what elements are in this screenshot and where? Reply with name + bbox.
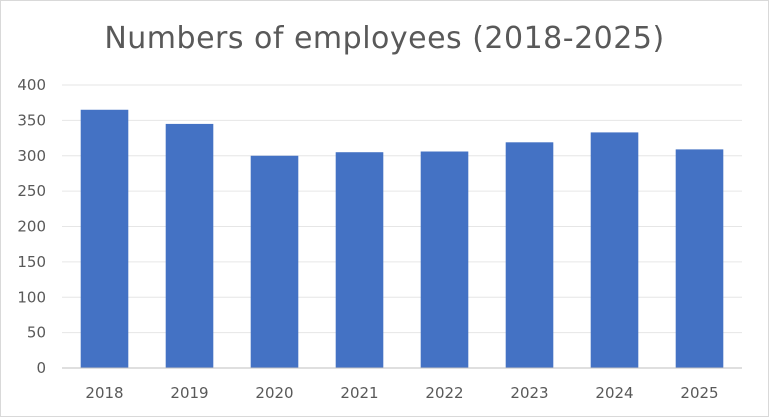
bar-2022	[420, 151, 469, 368]
y-tick-label: 250	[17, 182, 46, 200]
y-tick-label: 0	[36, 359, 46, 377]
y-tick-label: 200	[17, 218, 46, 236]
tick-labels: 0 50 100 150 200 250 300 350 400 2018 2019 2020 2021…	[17, 76, 718, 402]
x-tick-label: 2018	[85, 384, 123, 402]
bar-2021	[335, 152, 384, 368]
x-tick-label: 2025	[680, 384, 718, 402]
bar-2024	[590, 132, 639, 368]
y-tick-label: 350	[17, 111, 46, 129]
y-tick-label: 150	[17, 253, 46, 271]
bar-2025	[675, 149, 724, 368]
y-tick-label: 100	[17, 288, 46, 306]
bar-2018	[80, 109, 129, 368]
x-tick-label: 2022	[425, 384, 463, 402]
y-tick-label: 50	[27, 324, 46, 342]
y-tick-label: 400	[17, 76, 46, 94]
y-tick-label: 300	[17, 147, 46, 165]
x-tick-label: 2023	[510, 384, 548, 402]
x-tick-label: 2020	[255, 384, 293, 402]
chart-title: Numbers of employees (2018-2025)	[104, 21, 665, 56]
x-tick-label: 2024	[595, 384, 633, 402]
bar-2023	[505, 142, 554, 368]
gridlines	[62, 84, 742, 334]
bar-2020	[250, 155, 299, 368]
x-tick-label: 2021	[340, 384, 378, 402]
x-tick-label: 2019	[170, 384, 208, 402]
bar-2019	[165, 123, 214, 368]
bars	[80, 109, 724, 368]
